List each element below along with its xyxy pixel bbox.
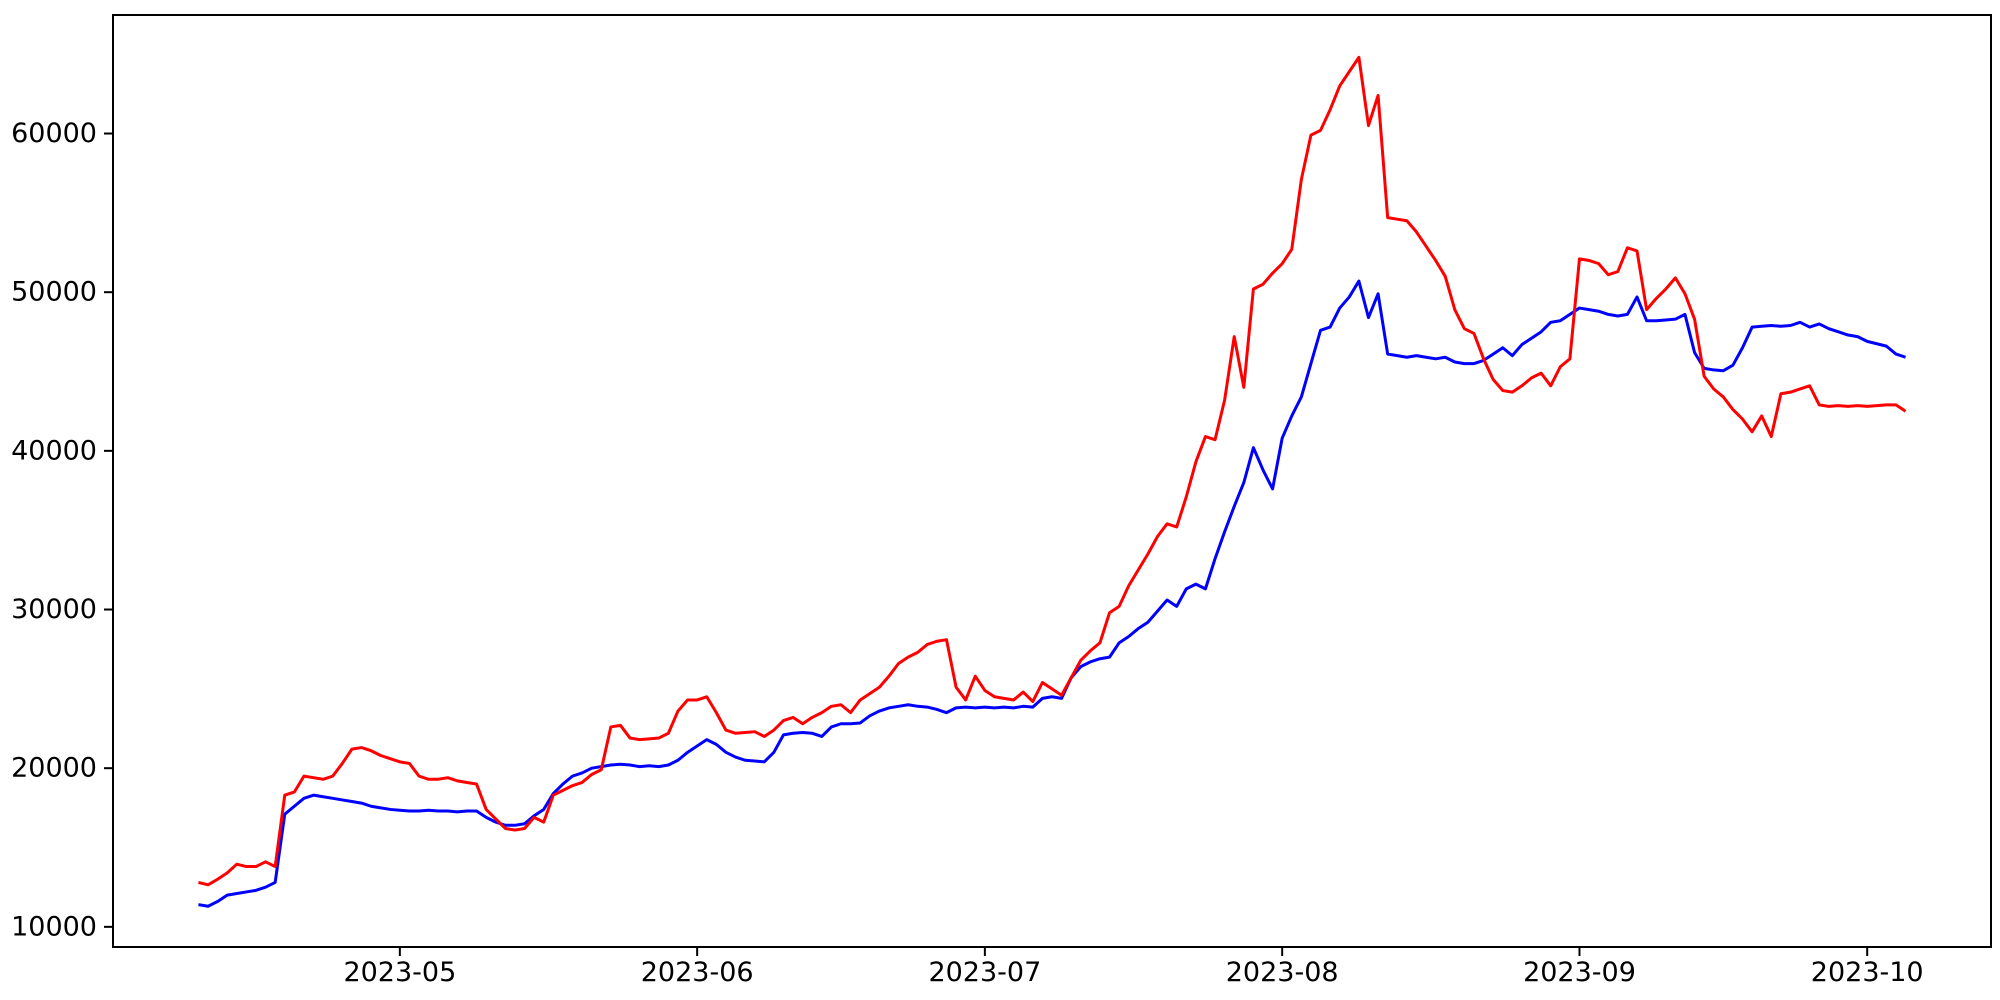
blue-series-line — [198, 279, 1907, 908]
y-axis-tick-label: 30000 — [11, 594, 97, 625]
x-axis-tick-label: 2023-09 — [1523, 957, 1636, 988]
y-axis-tick-label: 60000 — [11, 118, 97, 149]
x-axis-tick-label: 2023-10 — [1811, 957, 1924, 988]
y-axis-tick-label: 10000 — [11, 911, 97, 942]
y-axis-tick-label: 40000 — [11, 435, 97, 466]
red-series-line — [198, 55, 1907, 887]
x-axis-tick-label: 2023-06 — [641, 957, 754, 988]
y-axis-tick-label: 50000 — [11, 277, 97, 308]
plot-border — [112, 14, 1992, 948]
x-axis-tick-label: 2023-08 — [1226, 957, 1339, 988]
x-axis-tick-label: 2023-07 — [928, 957, 1041, 988]
x-axis-tick-label: 2023-05 — [343, 957, 456, 988]
y-axis-tick-label: 20000 — [11, 753, 97, 784]
